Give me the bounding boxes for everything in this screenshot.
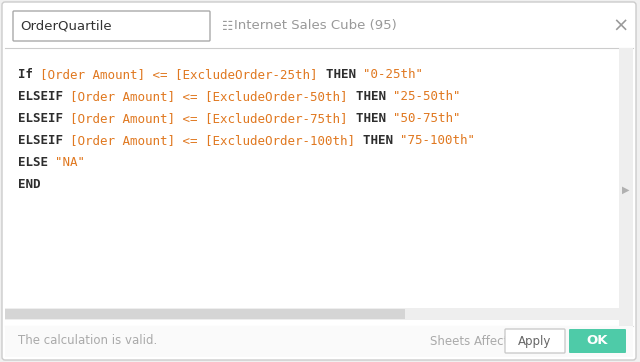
Text: ▶: ▶ bbox=[622, 185, 630, 195]
Text: ☷: ☷ bbox=[222, 20, 233, 33]
Bar bbox=[5, 309, 405, 319]
Bar bbox=[5, 326, 633, 357]
Text: Apply: Apply bbox=[518, 334, 552, 348]
Bar bbox=[619, 48, 633, 326]
Text: ELSEIF: ELSEIF bbox=[18, 134, 70, 147]
Text: THEN: THEN bbox=[355, 90, 393, 103]
Text: Internet Sales Cube (95): Internet Sales Cube (95) bbox=[234, 20, 397, 33]
Text: [Order Amount] <= [ExcludeOrder-75th]: [Order Amount] <= [ExcludeOrder-75th] bbox=[70, 112, 355, 125]
FancyBboxPatch shape bbox=[2, 2, 636, 360]
Text: OK: OK bbox=[586, 334, 608, 348]
Text: END: END bbox=[18, 178, 40, 191]
Text: [Order Amount] <= [ExcludeOrder-50th]: [Order Amount] <= [ExcludeOrder-50th] bbox=[70, 90, 355, 103]
Text: Sheets Affected ▼: Sheets Affected ▼ bbox=[430, 334, 536, 348]
FancyBboxPatch shape bbox=[13, 11, 210, 41]
Text: ELSE: ELSE bbox=[18, 156, 56, 169]
Text: "0-25th": "0-25th" bbox=[363, 68, 423, 81]
Text: "25-50th": "25-50th" bbox=[393, 90, 461, 103]
Text: THEN: THEN bbox=[363, 134, 401, 147]
Text: THEN: THEN bbox=[326, 68, 363, 81]
Text: OrderQuartile: OrderQuartile bbox=[20, 20, 111, 33]
Text: ELSEIF: ELSEIF bbox=[18, 90, 70, 103]
Text: ELSEIF: ELSEIF bbox=[18, 112, 70, 125]
Text: [Order Amount] <= [ExcludeOrder-25th]: [Order Amount] <= [ExcludeOrder-25th] bbox=[40, 68, 326, 81]
Text: ×: × bbox=[613, 17, 629, 35]
FancyBboxPatch shape bbox=[569, 329, 626, 353]
Text: [Order Amount] <= [ExcludeOrder-100th]: [Order Amount] <= [ExcludeOrder-100th] bbox=[70, 134, 363, 147]
Text: "50-75th": "50-75th" bbox=[393, 112, 461, 125]
Text: "75-100th": "75-100th" bbox=[401, 134, 476, 147]
Bar bbox=[5, 308, 619, 320]
Text: THEN: THEN bbox=[355, 112, 393, 125]
Text: The calculation is valid.: The calculation is valid. bbox=[18, 334, 157, 348]
FancyBboxPatch shape bbox=[505, 329, 565, 353]
Text: "NA": "NA" bbox=[56, 156, 86, 169]
Text: If: If bbox=[18, 68, 40, 81]
